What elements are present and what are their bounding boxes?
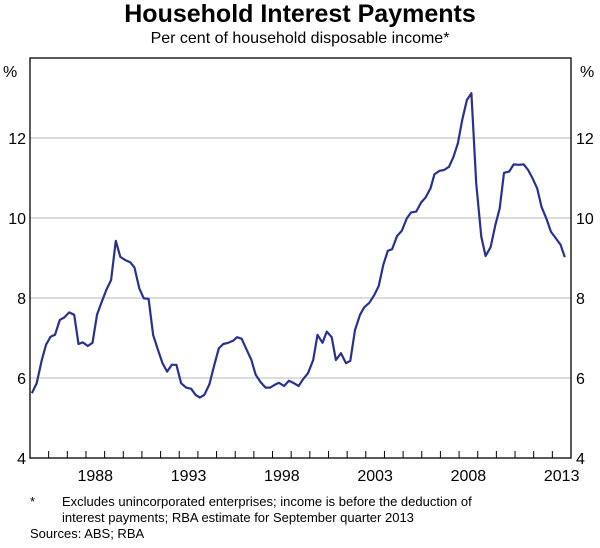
y-tick-label-left: 10 [8, 211, 26, 228]
x-tick-label: 1993 [171, 468, 207, 485]
y-axis-unit-left: % [3, 64, 17, 81]
footnote-marker: * [30, 494, 36, 509]
chart-notes: * Excludes unincorporated enterprises; i… [30, 494, 472, 542]
footnote-text: Excludes unincorporated enterprises; inc… [62, 494, 472, 526]
x-ticks [48, 451, 553, 458]
chart-subtitle: Per cent of household disposable income* [150, 30, 450, 47]
x-tick-label: 2013 [544, 468, 580, 485]
plot-frame [29, 57, 572, 459]
y-tick-label-left: 6 [17, 371, 26, 388]
y-tick-label-left: 12 [8, 131, 26, 148]
y-tick-label-right: 6 [576, 371, 585, 388]
gridlines [30, 137, 571, 379]
x-tick-label: 1988 [77, 468, 113, 485]
y-axis-unit-right: % [580, 64, 594, 81]
y-tick-label-right: 8 [576, 291, 585, 308]
y-tick-label-left: 4 [17, 451, 26, 468]
y-tick-labels: 4 4 6 6 8 8 10 10 12 12 [8, 131, 594, 468]
sources: Sources: ABS; RBA [30, 526, 145, 541]
y-tick-label-right: 12 [576, 131, 594, 148]
series-line-interest-payments [30, 92, 566, 399]
y-tick-label-left: 8 [17, 291, 26, 308]
chart-title: Household Interest Payments [124, 0, 476, 28]
x-tick-label: 2008 [451, 468, 487, 485]
x-tick-labels: 1988 1993 1998 2003 2008 2013 [77, 468, 579, 485]
x-tick-label: 1998 [264, 468, 300, 485]
footnote-line-1: Excludes unincorporated enterprises; inc… [62, 494, 472, 509]
y-tick-label-right: 4 [576, 451, 585, 468]
y-tick-label-right: 10 [576, 211, 594, 228]
footnote-line-2: interest payments; RBA estimate for Sept… [62, 510, 414, 525]
x-tick-label: 2003 [357, 468, 393, 485]
footnote: * Excludes unincorporated enterprises; i… [30, 494, 472, 526]
